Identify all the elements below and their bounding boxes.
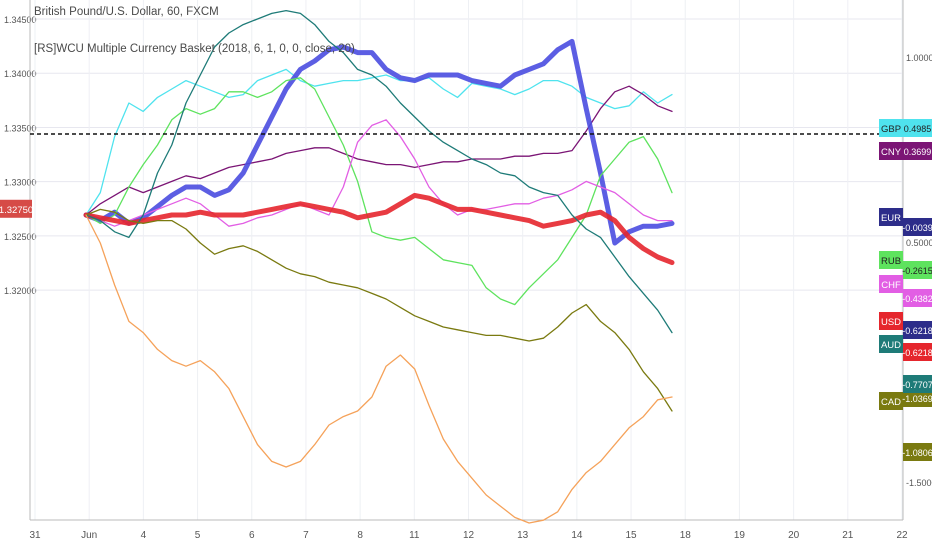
value-badge-bg <box>903 119 932 137</box>
price-tag-bg <box>0 199 32 218</box>
x-tick-label: 15 <box>626 530 638 541</box>
right-tick-label: 0.5000 <box>906 238 932 248</box>
price-tag-label: 1.32750 <box>0 205 33 216</box>
name-badge-label: GBP <box>881 124 901 135</box>
x-tick-label: 13 <box>517 530 529 541</box>
name-badge-label: AUD <box>881 340 901 351</box>
x-tick-label: 11 <box>409 530 420 541</box>
value-badge-label: -0.4382 <box>902 294 932 304</box>
name-badge-bg <box>879 275 903 293</box>
x-tick-label: 6 <box>249 530 255 541</box>
y-tick-label: 1.32000 <box>4 286 37 296</box>
x-tick-label: 14 <box>571 530 583 541</box>
value-badge-bg <box>903 218 932 236</box>
value-badge-label: -1.0369 <box>902 394 932 404</box>
y-tick-label: 1.34000 <box>4 69 37 79</box>
series-line-cad <box>85 208 673 412</box>
name-badge-bg <box>879 312 903 330</box>
y-tick-label: 1.34500 <box>4 15 37 25</box>
value-badge-label: -0.7707 <box>902 380 932 390</box>
series-line-gbp <box>85 68 673 216</box>
x-tick-label: 8 <box>357 530 363 541</box>
value-badge-bg <box>903 343 932 361</box>
x-tick-label: 4 <box>141 530 147 541</box>
name-badge-label: EUR <box>881 213 901 224</box>
x-tick-label: 21 <box>842 530 854 541</box>
series-line-rub <box>85 77 673 306</box>
value-badge-label: -0.0039 <box>902 223 932 233</box>
name-badge-label: USD <box>881 317 901 328</box>
x-tick-label: Jun <box>81 530 97 541</box>
name-badge-bg <box>879 208 903 226</box>
x-tick-label: 18 <box>680 530 692 541</box>
indicator-title: [RS]WCU Multiple Currency Basket (2018, … <box>34 43 355 55</box>
y-tick-label: 1.32500 <box>4 232 37 242</box>
series-line-cny <box>85 85 673 216</box>
value-badge-label: 0.4985 <box>904 124 932 134</box>
value-badge-bg <box>903 142 932 160</box>
x-tick-label: 7 <box>303 530 309 541</box>
x-tick-label: 5 <box>195 530 201 541</box>
value-badge-bg <box>903 321 932 339</box>
value-badge-label: -0.6218 <box>902 326 932 336</box>
value-badge-bg <box>903 261 932 279</box>
series-line-usd <box>83 192 675 266</box>
name-badge-bg <box>879 119 903 137</box>
name-badge-bg <box>879 251 903 269</box>
y-tick-label: 1.33000 <box>4 178 37 188</box>
value-badge-bg <box>903 443 932 461</box>
symbol-title: British Pound/U.S. Dollar, 60, FXCM <box>34 6 219 18</box>
x-tick-label: 20 <box>788 530 800 541</box>
right-tick-label: 1.0000 <box>906 53 932 63</box>
x-tick-label: 22 <box>896 530 908 541</box>
series-line-aud <box>85 9 673 334</box>
name-badge-label: CNY <box>881 147 902 158</box>
series-line-eur <box>83 38 675 246</box>
value-badge-bg <box>903 289 932 307</box>
x-tick-label: 19 <box>734 530 746 541</box>
y-tick-label: 1.33500 <box>4 123 37 133</box>
value-badge-bg <box>903 389 932 407</box>
value-badge-label: -0.2615 <box>902 266 932 276</box>
name-badge-bg <box>879 335 903 353</box>
series-line-unnamed <box>85 214 673 524</box>
value-badge-label: -0.6218 <box>902 348 932 358</box>
name-badge-label: RUB <box>881 256 901 267</box>
chart-header: British Pound/U.S. Dollar, 60, FXCM [RS]… <box>34 5 355 57</box>
value-badge-label: -1.0806 <box>902 448 932 458</box>
name-badge-bg <box>879 392 903 410</box>
right-tick-label: -1.5000 <box>906 478 932 488</box>
series-line-chf <box>85 119 673 227</box>
x-tick-label: 31 <box>29 530 41 541</box>
name-badge-bg <box>879 142 903 160</box>
value-badge-bg <box>903 375 932 393</box>
name-badge-label: CAD <box>881 397 901 408</box>
x-tick-label: 12 <box>463 530 475 541</box>
name-badge-label: CHF <box>881 280 901 291</box>
value-badge-label: 0.3699 <box>904 147 932 157</box>
